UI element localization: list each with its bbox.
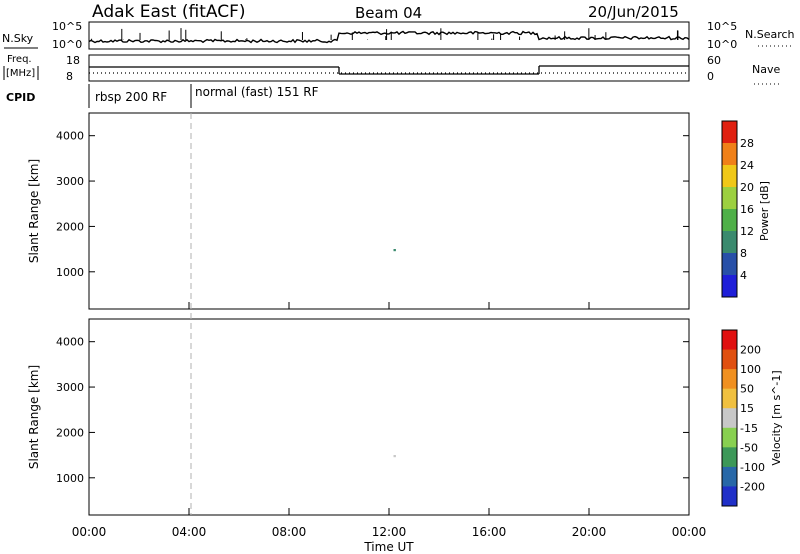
power-panel-frame xyxy=(88,112,690,310)
nsky-tick-top: 10^5 xyxy=(52,20,82,33)
colorbar-swatch xyxy=(722,253,737,276)
velocity-heatmap xyxy=(393,455,396,458)
time-axis-label: Time UT xyxy=(363,540,414,554)
x-tick-label: 20:00 xyxy=(572,525,607,539)
y-tick-label: 1000 xyxy=(56,266,84,279)
colorbar-swatch xyxy=(722,466,737,487)
nsky-label: N.Sky xyxy=(2,32,34,45)
colorbar-swatch xyxy=(722,275,737,298)
x-tick-label: 12:00 xyxy=(372,525,407,539)
y-tick-label: 3000 xyxy=(56,175,84,188)
x-tick-label: 00:00 xyxy=(672,525,707,539)
date-title: 20/Jun/2015 xyxy=(588,3,679,21)
y-tick-label: 3000 xyxy=(56,381,84,394)
y-tick-label: 4000 xyxy=(56,336,84,349)
velocity-panel-frame xyxy=(88,318,690,516)
colorbar-swatch xyxy=(722,330,737,351)
colorbar-swatch xyxy=(722,427,737,448)
nsearch-tick-bottom: 10^0 xyxy=(707,38,737,51)
x-tick-label: 00:00 xyxy=(72,525,107,539)
velocity-colorbar: 200 100 50 15 -15 -50 -100 -200 xyxy=(721,329,765,507)
freq-panel-frame xyxy=(88,54,690,82)
power-ylabel: Slant Range [km] xyxy=(27,159,41,263)
colorbar-tick-label: 28 xyxy=(740,137,754,150)
freq-label-line2: [MHz] xyxy=(6,68,35,79)
colorbar-swatch xyxy=(722,388,737,409)
velocity-colorbar-label: Velocity [m s^-1] xyxy=(770,370,783,465)
colorbar-tick-label: -200 xyxy=(740,480,765,493)
colorbar-frame xyxy=(721,120,738,298)
colorbar-tick-label: 200 xyxy=(740,344,761,357)
colorbar-swatch xyxy=(722,209,737,232)
colorbar-tick-label: 100 xyxy=(740,363,761,376)
colorbar-tick-label: 50 xyxy=(740,383,754,396)
cpid-label: CPID xyxy=(6,91,35,104)
time-axis: 00:00 04:00 08:00 12:00 16:00 20:00 00:00 xyxy=(72,302,707,539)
y-tick-label: 1000 xyxy=(56,472,84,485)
nsky-tick-bottom: 10^0 xyxy=(52,38,82,51)
freq-tick-bottom: 8 xyxy=(66,70,73,83)
power-axes: 1000 2000 3000 4000 xyxy=(56,130,689,279)
colorbar-tick-label: -15 xyxy=(740,422,758,435)
nave-tick-top: 60 xyxy=(707,54,721,67)
y-tick-label: 2000 xyxy=(56,426,84,439)
power-heatmap xyxy=(393,249,396,252)
y-tick-label: 2000 xyxy=(56,220,84,233)
velocity-ylabel: Slant Range [km] xyxy=(27,365,41,469)
colorbar-swatch xyxy=(722,486,737,507)
colorbar-swatch xyxy=(722,231,737,254)
noise-panel-frame xyxy=(88,21,690,50)
freq-tick-top: 18 xyxy=(66,54,80,67)
colorbar-tick-label: 16 xyxy=(740,203,754,216)
velocity-axes: 1000 2000 3000 4000 xyxy=(56,336,689,485)
x-tick-label: 16:00 xyxy=(472,525,507,539)
colorbar-tick-label: 12 xyxy=(740,225,754,238)
colorbar-tick-label: 24 xyxy=(740,159,754,172)
nsky-line xyxy=(88,30,690,44)
power-colorbar: 28 24 20 16 12 8 4 xyxy=(721,120,754,298)
nsearch-tick-top: 10^5 xyxy=(707,20,737,33)
colorbar-tick-label: 4 xyxy=(740,269,747,282)
colorbar-tick-label: -100 xyxy=(740,461,765,474)
nave-label: Nave xyxy=(752,63,780,76)
power-colorbar-label: Power [dB] xyxy=(758,181,771,241)
colorbar-frame xyxy=(721,329,738,507)
colorbar-swatch xyxy=(722,349,737,370)
cpid-segment-1: rbsp 200 RF xyxy=(95,90,167,104)
beam-title: Beam 04 xyxy=(355,4,422,22)
colorbar-swatch xyxy=(722,369,737,390)
nave-tick-bottom: 0 xyxy=(707,70,714,83)
x-tick-label: 08:00 xyxy=(272,525,307,539)
scatter-cell xyxy=(393,455,396,458)
freq-trace xyxy=(89,65,689,75)
colorbar-tick-label: 20 xyxy=(740,181,754,194)
noise-trace xyxy=(88,28,690,44)
colorbar-swatch xyxy=(722,187,737,210)
colorbar-tick-label: 15 xyxy=(740,402,754,415)
colorbar-swatch xyxy=(722,447,737,468)
colorbar-swatch xyxy=(722,165,737,188)
colorbar-tick-label: -50 xyxy=(740,441,758,454)
colorbar-swatch xyxy=(722,143,737,166)
x-tick-label: 04:00 xyxy=(172,525,207,539)
cpid-segment-2: normal (fast) 151 RF xyxy=(195,85,319,99)
station-title: Adak East (fitACF) xyxy=(92,2,246,22)
nsearch-label: N.Search xyxy=(745,28,795,41)
colorbar-swatch xyxy=(722,121,737,144)
colorbar-swatch xyxy=(722,408,737,429)
y-tick-label: 4000 xyxy=(56,130,84,143)
freq-label-line1: Freq. xyxy=(7,54,32,65)
scatter-cell xyxy=(393,249,396,252)
colorbar-tick-label: 8 xyxy=(740,247,747,260)
